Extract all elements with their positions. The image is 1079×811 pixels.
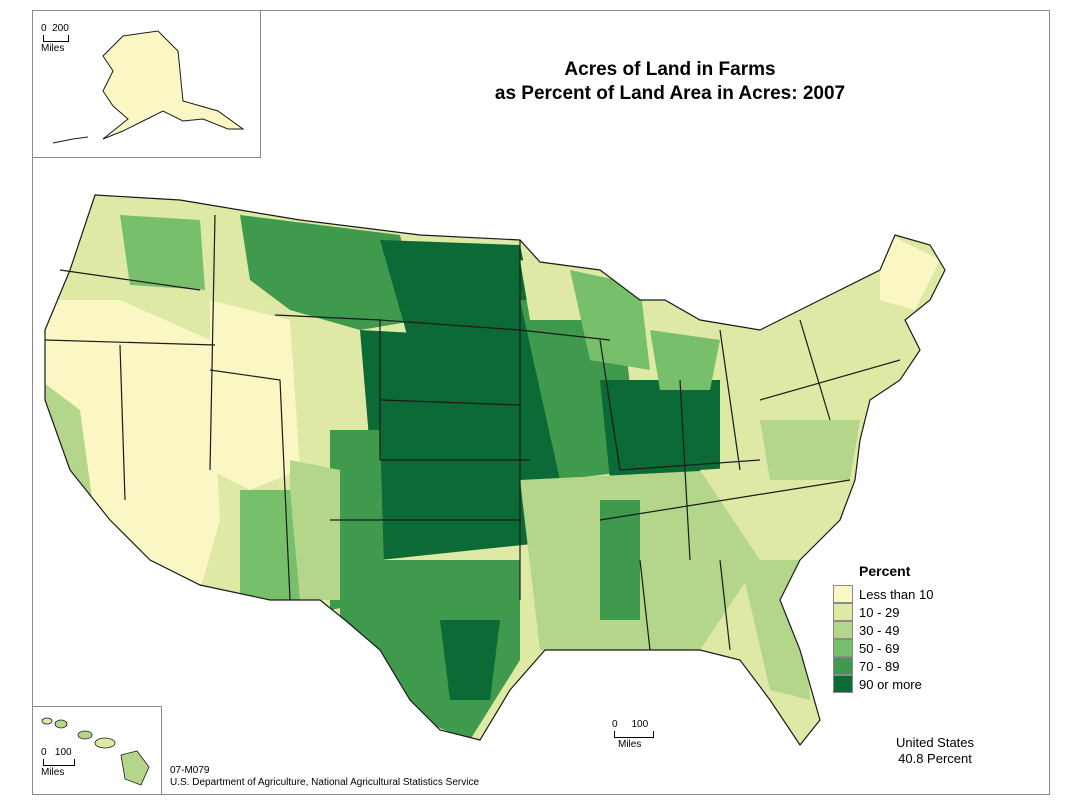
alaska-inset: 0 200 Miles [32,10,261,158]
legend-label: 10 - 29 [859,604,900,620]
legend-title: Percent [859,563,911,579]
hawaii-scale-bar [43,759,75,766]
legend-swatch [833,585,853,603]
conus-scale-max: 100 [631,719,649,730]
conus-scale-bar [614,731,654,738]
conus-scale-min: 0 [612,719,618,730]
title-line-1: Acres of Land in Farms [564,59,776,80]
map-title: Acres of Land in Farms as Percent of Lan… [420,58,920,106]
legend-item: 90 or more [833,675,993,693]
legend-item: Less than 10 [833,585,993,603]
alaska-scale: 0 200 Miles [41,23,69,54]
hawaii-scale-min: 0 [41,747,47,758]
hawaii-scale: 0 100 Miles [41,747,75,778]
legend: Percent Less than 10 10 - 29 30 - 49 50 … [833,563,993,693]
hawaii-scale-unit: Miles [41,767,65,778]
legend-swatch [833,675,853,693]
legend-item: 30 - 49 [833,621,993,639]
legend-swatch [833,657,853,675]
legend-label: 50 - 69 [859,640,900,656]
alaska-scale-unit: Miles [41,43,65,54]
state-boundaries [44,194,946,747]
legend-swatch [833,603,853,621]
us-total: United States 40.8 Percent [870,735,1000,767]
conus-scale-unit: Miles [618,739,642,750]
alaska-scale-bar [43,35,69,42]
hawaii-map [41,717,150,786]
map-id: 07-M079 [170,765,210,776]
legend-item: 10 - 29 [833,603,993,621]
legend-label: 30 - 49 [859,622,900,638]
legend-item: 50 - 69 [833,639,993,657]
legend-label: 90 or more [859,676,922,692]
legend-label: Less than 10 [859,586,934,602]
conus-scale: 0 100 Miles [612,719,654,750]
legend-swatch [833,621,853,639]
legend-label: 70 - 89 [859,658,900,674]
credits: 07-M079 U.S. Department of Agriculture, … [170,765,479,789]
alaska-scale-min: 0 [41,23,47,34]
source-credit: U.S. Department of Agriculture, National… [170,777,480,788]
legend-rows: Less than 10 10 - 29 30 - 49 50 - 69 70 … [833,585,993,693]
hawaii-inset: 0 100 Miles [32,706,162,795]
hawaii-scale-max: 100 [54,747,72,758]
us-total-value: 40.8 Percent [898,751,972,766]
alaska-map [52,30,245,144]
title-line-2: as Percent of Land Area in Acres: 2007 [494,83,846,104]
legend-item: 70 - 89 [833,657,993,675]
legend-swatch [833,639,853,657]
alaska-scale-max: 200 [52,23,69,34]
us-total-label: United States [895,735,975,750]
